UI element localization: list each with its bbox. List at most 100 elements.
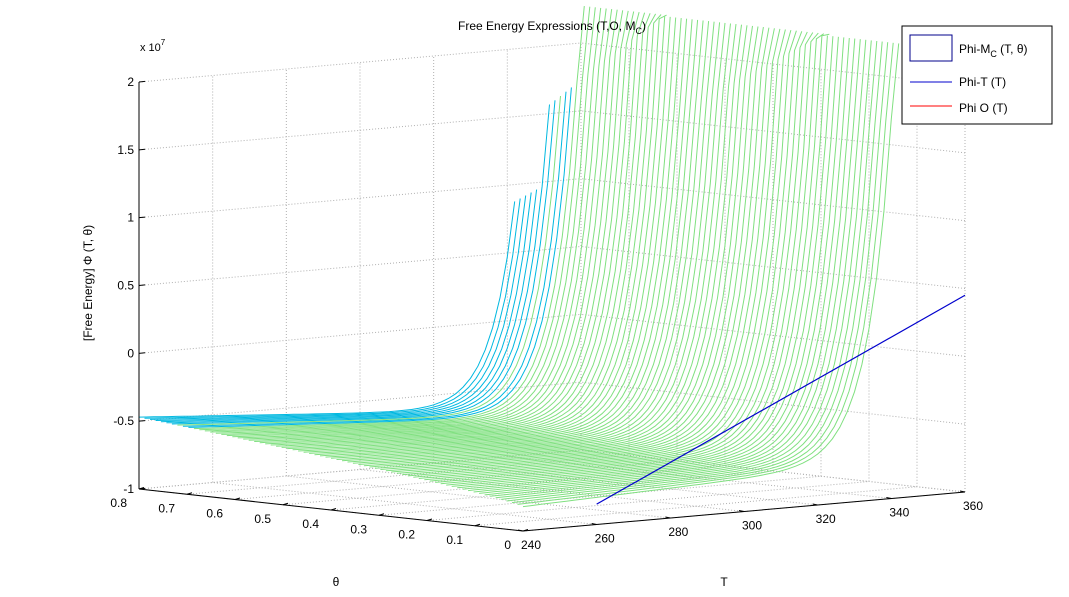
surface-mesh-line — [221, 9, 613, 435]
surface-mesh-line — [468, 37, 845, 492]
surface-mesh-line — [490, 39, 867, 497]
surface-mesh-line — [341, 22, 726, 462]
theta-axis-label: θ — [333, 575, 340, 589]
surface-mesh-line — [276, 14, 667, 447]
legend-entry-phi-t: Phi-T (T) — [910, 75, 1006, 89]
z-tick-mark — [138, 352, 146, 354]
grid-line — [286, 475, 671, 519]
surface-mesh-line — [380, 27, 764, 470]
surface-mesh-line — [440, 33, 825, 485]
surface-mesh-line — [429, 32, 814, 482]
grid-line — [580, 246, 966, 289]
t-tick-label: 300 — [742, 519, 762, 533]
surface-mesh-line — [287, 16, 671, 450]
t-axis-label: T — [720, 575, 728, 589]
surface-mesh-line — [226, 9, 618, 437]
surface-mesh-line — [319, 20, 704, 457]
surface-mesh-line — [462, 36, 839, 490]
surface-mesh-line — [522, 43, 900, 508]
series-line-phi-t — [596, 294, 966, 505]
surface-mesh-line — [457, 36, 834, 489]
t-tick-mark — [738, 510, 745, 512]
z-tick-label: -1 — [123, 482, 134, 496]
legend-label-phi-o: Phi O (T) — [959, 101, 1008, 115]
surface-mesh — [138, 6, 900, 508]
surface-mesh-line — [149, 195, 527, 420]
theta-tick-mark — [426, 518, 433, 521]
theta-tick-mark — [522, 529, 529, 532]
surface-mesh-line — [358, 24, 742, 465]
surface-mesh-line — [138, 201, 516, 418]
theta-tick-label: 0.1 — [446, 533, 463, 547]
surface-mesh-line — [298, 18, 682, 452]
surface-mesh-line — [374, 26, 759, 469]
z-tick-label: 0.5 — [117, 279, 134, 293]
z-tick-label: 0 — [127, 346, 134, 360]
surface-mesh-line — [484, 39, 861, 496]
t-tick-mark — [517, 529, 524, 532]
theta-tick-mark — [282, 502, 289, 506]
surface-mesh-line — [171, 100, 556, 425]
surface-mesh-line — [396, 28, 781, 474]
legend-marker-phi-mc — [909, 34, 953, 62]
chart-title: Free Energy Expressions (T,O, MC) — [458, 19, 646, 36]
legend-entry-phi-mc: Phi-MC (T, θ) — [909, 34, 1028, 62]
surface-mesh-line — [501, 40, 878, 500]
t-tick-mark — [886, 497, 892, 499]
z-tick-mark — [138, 420, 146, 422]
theta-tick-mark — [330, 508, 337, 511]
grid-line — [212, 482, 597, 525]
theta-tick-labels: 0.8 0.7 0.6 0.5 0.4 0.3 0.2 0.1 0 — [110, 487, 529, 552]
t-tick-label: 320 — [816, 512, 836, 526]
surface-mesh-line — [177, 95, 561, 426]
surface-mesh-line — [347, 23, 731, 463]
surface-mesh-line — [292, 17, 677, 451]
surface-mesh-line — [369, 25, 753, 468]
surface-mesh-line — [473, 37, 850, 493]
surface-mesh-line — [166, 104, 550, 424]
t-tick-label: 260 — [595, 532, 615, 546]
grid-line — [330, 470, 774, 511]
t-tick-labels: 240 260 280 300 320 340 360 — [517, 490, 983, 552]
legend-entry-phi-o: Phi O (T) — [910, 101, 1008, 115]
surface-mesh-line — [303, 18, 688, 453]
theta-tick-label: 0.6 — [206, 507, 223, 521]
surface-mesh-line — [155, 192, 532, 421]
surface-mesh-line — [199, 6, 591, 431]
t-tick-mark — [959, 490, 966, 493]
surface-mesh-line — [204, 7, 596, 432]
surface-mesh-line — [418, 31, 803, 479]
surface-mesh-line — [188, 87, 572, 428]
surface-mesh-line — [259, 13, 651, 444]
z-tick-mark — [138, 216, 146, 219]
z-tick-mark — [138, 80, 146, 83]
z-tick-label: 1 — [127, 211, 134, 225]
grid-line — [580, 42, 966, 86]
z-tick-mark — [138, 148, 146, 151]
z-tick-label: 2 — [127, 75, 134, 89]
grid-line — [580, 110, 966, 154]
z-multiplier: x 107 — [140, 38, 166, 54]
z-tick-label: -0.5 — [113, 414, 134, 428]
surface-mesh-line — [309, 19, 693, 454]
theta-tick-label: 0.5 — [254, 512, 271, 526]
surface-mesh-line — [517, 42, 894, 505]
surface-mesh-line — [215, 8, 607, 434]
theta-tick-label: 0 — [504, 538, 511, 552]
surface-mesh-line — [391, 28, 775, 473]
line-series — [596, 294, 966, 505]
legend: Phi-MC (T, θ) Phi-T (T) Phi O (T) — [901, 25, 1053, 125]
legend-label-phi-mc: Phi-MC (T, θ) — [959, 42, 1028, 59]
grid-line — [282, 465, 726, 506]
surface-mesh-line — [352, 24, 737, 464]
legend-label-phi-t: Phi-T (T) — [959, 75, 1006, 89]
t-tick-mark — [591, 523, 597, 525]
surface-mesh-line — [506, 41, 883, 502]
surface-mesh-line — [144, 198, 521, 419]
theta-tick-label: 0.2 — [398, 528, 415, 542]
surface-mesh-line — [446, 33, 830, 486]
grid-line — [138, 42, 582, 83]
surface-mesh-line — [182, 91, 567, 427]
t-tick-label: 280 — [668, 525, 688, 539]
theta-tick-label: 0.8 — [110, 496, 127, 510]
